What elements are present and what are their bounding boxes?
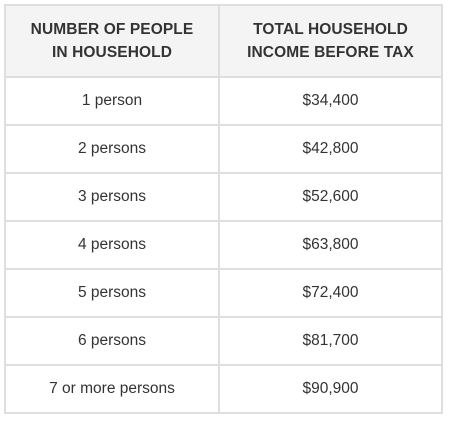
- household-size-cell: 5 persons: [4, 268, 220, 318]
- header-line: IN HOUSEHOLD: [51, 44, 173, 61]
- household-size-cell: 7 or more persons: [4, 364, 220, 414]
- income-cell: $81,700: [218, 316, 443, 366]
- table-row: 2 persons $42,800: [4, 124, 443, 174]
- household-size-cell: 4 persons: [4, 220, 220, 270]
- income-cell: $72,400: [218, 268, 443, 318]
- income-cell: $34,400: [218, 76, 443, 126]
- income-cell: $42,800: [218, 124, 443, 174]
- household-size-cell: 2 persons: [4, 124, 220, 174]
- household-size-cell: 3 persons: [4, 172, 220, 222]
- table-row: 3 persons $52,600: [4, 172, 443, 222]
- income-cell: $90,900: [218, 364, 443, 414]
- table-row: 7 or more persons $90,900: [4, 364, 443, 414]
- table-row: 6 persons $81,700: [4, 316, 443, 366]
- header-line: INCOME BEFORE TAX: [247, 44, 414, 61]
- header-household-size: NUMBER OF PEOPLE IN HOUSEHOLD: [4, 4, 220, 78]
- header-line: NUMBER OF PEOPLE: [30, 21, 194, 38]
- table-row: 4 persons $63,800: [4, 220, 443, 270]
- header-line: TOTAL HOUSEHOLD: [253, 21, 408, 38]
- income-table-container: NUMBER OF PEOPLE IN HOUSEHOLD TOTAL HOUS…: [4, 4, 443, 414]
- header-household-income: TOTAL HOUSEHOLD INCOME BEFORE TAX: [218, 4, 443, 78]
- income-cell: $52,600: [218, 172, 443, 222]
- household-size-cell: 1 person: [4, 76, 220, 126]
- table-row: 1 person $34,400: [4, 76, 443, 126]
- table-row: 5 persons $72,400: [4, 268, 443, 318]
- income-cell: $63,800: [218, 220, 443, 270]
- income-table: NUMBER OF PEOPLE IN HOUSEHOLD TOTAL HOUS…: [4, 4, 443, 414]
- table-header-row: NUMBER OF PEOPLE IN HOUSEHOLD TOTAL HOUS…: [4, 4, 443, 78]
- household-size-cell: 6 persons: [4, 316, 220, 366]
